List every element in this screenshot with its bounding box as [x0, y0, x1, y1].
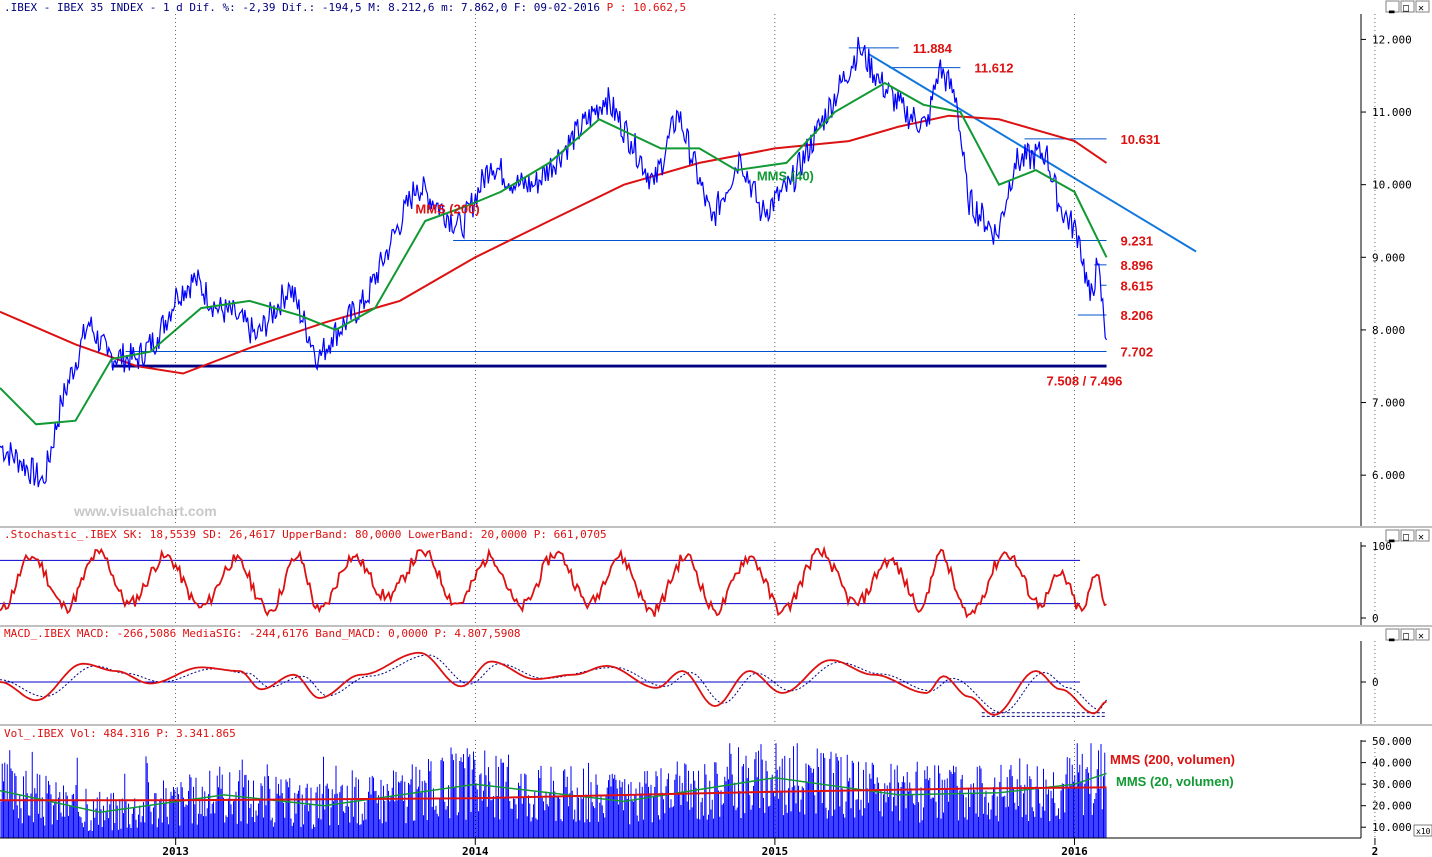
date-tick-label: 2015	[762, 845, 789, 857]
macd-header: MACD_.IBEX MACD: -266,5086 MediaSIG: -24…	[4, 627, 521, 640]
stochastic-window-buttons: ▂ □ ✕	[1385, 529, 1430, 543]
volume-y-tick-label: 20.000	[1372, 800, 1412, 813]
price-annotations: MMS (200) MMS (40)	[415, 168, 814, 216]
stochastic-minimize-button[interactable]	[1385, 529, 1400, 542]
stochastic-y-axis: 0 100	[1361, 540, 1392, 625]
volume-y-tick-label: 40.000	[1372, 757, 1412, 770]
level-label: 7.702	[1121, 345, 1154, 360]
mms200-line	[0, 114, 1108, 375]
stochastic-close-button[interactable]	[1415, 529, 1430, 542]
close-button[interactable]	[1415, 0, 1430, 13]
main-header: .IBEX - IBEX 35 INDEX - 1 d Dif. %: -2,3…	[4, 1, 686, 14]
stochastic-line	[0, 545, 1107, 619]
volume-unit-box	[1413, 824, 1432, 837]
price-y-tick-label: 12.000	[1372, 33, 1412, 46]
date-tick-label: 2016	[1061, 845, 1088, 857]
volume-y-axis: 10.000 20.000 30.000 40.000 50.000	[1361, 735, 1412, 834]
volume-mms200-label: MMS (200, volumen)	[1110, 752, 1235, 767]
mms40-line	[0, 81, 1108, 426]
stochastic-header: .Stochastic_.IBEX SK: 18,5539 SD: 26,461…	[4, 528, 607, 541]
price-y-tick-label: 6.000	[1372, 469, 1405, 482]
level-label: 11.612	[974, 61, 1013, 76]
maximize-icon: □	[1403, 3, 1409, 14]
volume-header: Vol_.IBEX Vol: 484.316 P: 3.341.865	[4, 727, 236, 740]
minimize-icon: ▂	[1388, 4, 1395, 14]
date-tick-label: 2014	[462, 845, 489, 857]
volume-mms20-label: MMS (20, volumen)	[1116, 774, 1234, 789]
level-label: 11.884	[913, 41, 953, 56]
macd-line	[0, 651, 1107, 716]
level-label: 8.206	[1121, 308, 1154, 323]
macd-minimize-button[interactable]	[1385, 628, 1400, 641]
volume-y-tick-label: 50.000	[1372, 735, 1412, 748]
volume-bars	[0, 743, 1107, 838]
price-levels: 11.884 11.612 10.631 9.231 8.896 8.615 8.206 7.…	[111, 41, 1161, 389]
level-label: 8.615	[1121, 278, 1154, 293]
series-annotation: MMS (40)	[757, 168, 814, 183]
trendline	[867, 53, 1197, 253]
level-label: 10.631	[1121, 132, 1161, 147]
volume-y-tick-label: 30.000	[1372, 778, 1412, 791]
price-y-axis: 6.000 7.000 8.000 9.000 10.000 11.000 12.000	[1361, 33, 1412, 482]
stochastic-bands	[0, 559, 1080, 605]
watermark: www.visualchart.com	[73, 503, 217, 519]
maximize-icon: □	[1403, 532, 1409, 543]
price-y-tick-label: 9.000	[1372, 251, 1405, 264]
close-icon: ✕	[1418, 631, 1424, 642]
main-window-buttons: ▂ □ ✕	[1385, 0, 1430, 14]
level-label: 8.896	[1121, 258, 1154, 273]
price-y-tick-label: 8.000	[1372, 324, 1405, 337]
price-y-tick-label: 10.000	[1372, 179, 1412, 192]
stochastic-maximize-button[interactable]	[1400, 529, 1415, 542]
price-line	[0, 36, 1108, 488]
close-icon: ✕	[1418, 3, 1424, 14]
macd-y-tick-label: 0	[1372, 676, 1379, 689]
level-label: 9.231	[1121, 234, 1154, 249]
macd-window-buttons: ▂ □ ✕	[1385, 628, 1430, 642]
volume-bars-path	[0, 743, 1107, 838]
volume-y-tick-label: 10.000	[1372, 821, 1412, 834]
volume-mms200-line	[0, 786, 1107, 802]
macd-close-button[interactable]	[1415, 628, 1430, 641]
minimize-icon: ▂	[1388, 632, 1395, 642]
maximize-button[interactable]	[1400, 0, 1415, 13]
volume-unit: x10	[1416, 827, 1431, 836]
macd-maximize-button[interactable]	[1400, 628, 1415, 641]
macd-signal-line	[0, 654, 1107, 714]
series-annotation: MMS (200)	[415, 202, 479, 217]
stochastic-y-tick-label: 100	[1372, 540, 1392, 553]
close-icon: ✕	[1418, 532, 1424, 543]
macd-zero-line: 0	[0, 676, 1379, 689]
minimize-button[interactable]	[1385, 0, 1400, 13]
double-level-label: 7.508 / 7.496	[1047, 374, 1123, 389]
minimize-icon: ▂	[1388, 533, 1395, 543]
date-axis: 2013 2014 2015 2016 2	[162, 14, 1378, 857]
price-y-tick-label: 11.000	[1372, 106, 1412, 119]
stochastic-y-tick-label: 0	[1372, 612, 1379, 625]
date-tick-label: 2013	[162, 845, 189, 857]
price-y-tick-label: 7.000	[1372, 397, 1405, 410]
date-tick-label: 2	[1372, 845, 1379, 857]
maximize-icon: □	[1403, 631, 1409, 642]
